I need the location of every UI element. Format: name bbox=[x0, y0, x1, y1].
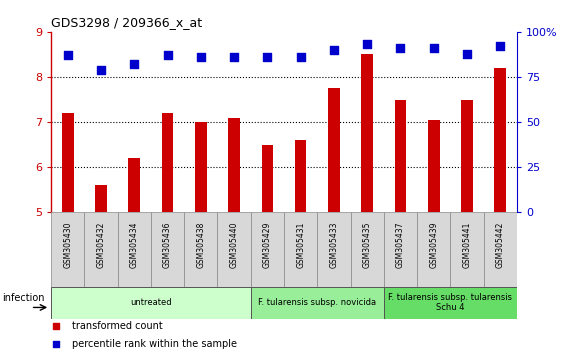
Text: GDS3298 / 209366_x_at: GDS3298 / 209366_x_at bbox=[51, 16, 202, 29]
Point bbox=[429, 45, 438, 51]
Bar bbox=[395, 99, 406, 212]
FancyBboxPatch shape bbox=[118, 212, 151, 287]
Point bbox=[229, 54, 239, 60]
Point bbox=[197, 54, 206, 60]
FancyBboxPatch shape bbox=[184, 212, 218, 287]
Point bbox=[329, 47, 339, 53]
FancyBboxPatch shape bbox=[318, 212, 350, 287]
FancyBboxPatch shape bbox=[250, 287, 384, 319]
Text: GSM305434: GSM305434 bbox=[130, 221, 139, 268]
FancyBboxPatch shape bbox=[284, 212, 318, 287]
Text: GSM305438: GSM305438 bbox=[197, 221, 205, 268]
Text: GSM305437: GSM305437 bbox=[396, 221, 405, 268]
FancyBboxPatch shape bbox=[218, 212, 250, 287]
Point bbox=[462, 51, 471, 56]
Bar bbox=[461, 99, 473, 212]
Point bbox=[496, 44, 505, 49]
FancyBboxPatch shape bbox=[350, 212, 384, 287]
Point bbox=[130, 62, 139, 67]
FancyBboxPatch shape bbox=[51, 287, 250, 319]
Bar bbox=[428, 120, 440, 212]
Point bbox=[51, 341, 60, 347]
FancyBboxPatch shape bbox=[450, 212, 483, 287]
Point bbox=[51, 324, 60, 329]
Text: GSM305432: GSM305432 bbox=[97, 221, 106, 268]
Bar bbox=[228, 118, 240, 212]
FancyBboxPatch shape bbox=[384, 212, 417, 287]
Text: GSM305435: GSM305435 bbox=[363, 221, 371, 268]
FancyBboxPatch shape bbox=[151, 212, 184, 287]
Text: GSM305429: GSM305429 bbox=[263, 221, 272, 268]
Point bbox=[396, 45, 405, 51]
Text: GSM305431: GSM305431 bbox=[296, 221, 305, 268]
Point bbox=[163, 52, 172, 58]
Bar bbox=[261, 145, 273, 212]
FancyBboxPatch shape bbox=[51, 212, 85, 287]
Point bbox=[97, 67, 106, 73]
Bar bbox=[62, 113, 74, 212]
Bar bbox=[361, 55, 373, 212]
Bar bbox=[195, 122, 207, 212]
Text: GSM305433: GSM305433 bbox=[329, 221, 339, 268]
Point bbox=[63, 52, 72, 58]
Text: GSM305439: GSM305439 bbox=[429, 221, 438, 268]
Text: F. tularensis subsp. novicida: F. tularensis subsp. novicida bbox=[258, 298, 377, 307]
Text: GSM305440: GSM305440 bbox=[229, 221, 239, 268]
Text: untreated: untreated bbox=[130, 298, 172, 307]
Text: GSM305441: GSM305441 bbox=[462, 221, 471, 268]
FancyBboxPatch shape bbox=[417, 212, 450, 287]
Bar bbox=[128, 158, 140, 212]
Text: transformed count: transformed count bbox=[72, 321, 163, 331]
Text: infection: infection bbox=[3, 293, 45, 303]
Text: percentile rank within the sample: percentile rank within the sample bbox=[72, 339, 237, 349]
Bar bbox=[95, 185, 107, 212]
Text: GSM305442: GSM305442 bbox=[496, 221, 505, 268]
Bar bbox=[328, 88, 340, 212]
Text: F. tularensis subsp. tularensis
Schu 4: F. tularensis subsp. tularensis Schu 4 bbox=[389, 293, 512, 312]
Bar bbox=[162, 113, 173, 212]
Point bbox=[296, 54, 305, 60]
Point bbox=[263, 54, 272, 60]
Point bbox=[362, 42, 371, 47]
FancyBboxPatch shape bbox=[384, 287, 517, 319]
Text: GSM305436: GSM305436 bbox=[163, 221, 172, 268]
FancyBboxPatch shape bbox=[483, 212, 517, 287]
FancyBboxPatch shape bbox=[85, 212, 118, 287]
FancyBboxPatch shape bbox=[250, 212, 284, 287]
Bar bbox=[295, 140, 307, 212]
Bar bbox=[494, 68, 506, 212]
Text: GSM305430: GSM305430 bbox=[63, 221, 72, 268]
